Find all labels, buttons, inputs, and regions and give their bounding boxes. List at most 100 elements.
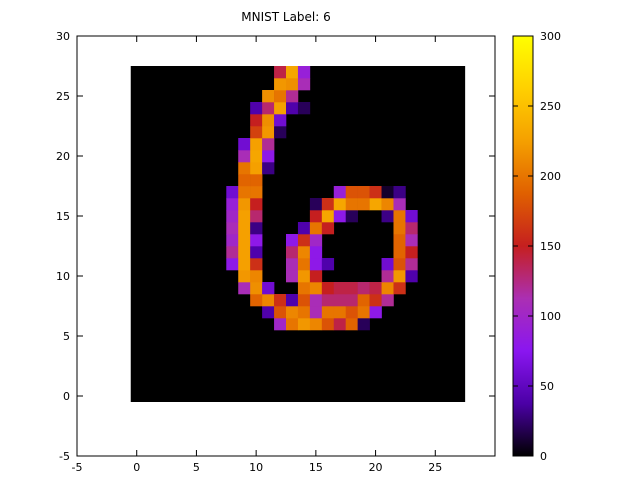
heatmap-cell (262, 126, 275, 139)
heatmap-cell (286, 270, 299, 283)
heatmap-cell (238, 210, 251, 223)
heatmap-cell (250, 222, 263, 235)
heatmap-cell (286, 102, 299, 115)
x-tick-label: 0 (133, 461, 140, 474)
heatmap-cell (321, 318, 335, 331)
heatmap-cell (250, 114, 263, 127)
heatmap-cell (250, 246, 263, 259)
heatmap-cell (238, 270, 251, 283)
heatmap-cell (226, 246, 239, 259)
heatmap-cell (226, 210, 239, 223)
heatmap-cell (333, 306, 347, 319)
heatmap-cell (357, 282, 370, 295)
heatmap-cell (262, 114, 275, 127)
colorbar-tick-label: 0 (540, 450, 547, 463)
heatmap-cell (274, 114, 287, 127)
y-tick-label: 5 (63, 330, 70, 343)
x-tick-label: 10 (249, 461, 263, 474)
heatmap-cell (286, 90, 299, 103)
heatmap-cell (262, 90, 275, 103)
heatmap-cell (369, 294, 382, 307)
heatmap-cell (286, 306, 299, 319)
heatmap-cell (345, 294, 358, 307)
heatmap-cell (286, 246, 299, 259)
heatmap-cell (345, 210, 358, 223)
heatmap-cell (309, 306, 323, 319)
heatmap-cell (369, 186, 382, 199)
heatmap-cell (297, 102, 311, 115)
heatmap-cell (321, 210, 335, 223)
heatmap-cell (250, 126, 263, 139)
heatmap-cell (405, 258, 418, 271)
heatmap-cell (250, 198, 263, 211)
heatmap-cell (333, 282, 347, 295)
heatmap-cell (226, 198, 239, 211)
colorbar-tick-label: 300 (540, 30, 561, 43)
heatmap-cell (238, 246, 251, 259)
heatmap-cell (381, 210, 394, 223)
x-tick-label: -5 (72, 461, 83, 474)
heatmap-cell (262, 282, 275, 295)
heatmap-cell (226, 222, 239, 235)
y-axis: -5 0 5 10 15 20 25 30 (56, 30, 495, 463)
heatmap-cell (262, 138, 275, 151)
heatmap-cell (286, 294, 299, 307)
heatmap-cell (321, 294, 335, 307)
heatmap-cell (369, 306, 382, 319)
y-tick-label: 0 (63, 390, 70, 403)
heatmap-cell (274, 306, 287, 319)
y-tick-label: 25 (56, 90, 70, 103)
heatmap-cell (309, 282, 323, 295)
heatmap-cell (393, 246, 406, 259)
x-tick-label: 15 (309, 461, 323, 474)
heatmap-cell (333, 294, 347, 307)
heatmap-cell (309, 318, 323, 331)
heatmap-cell (238, 138, 251, 151)
heatmap-cell (345, 318, 358, 331)
heatmap-cell (297, 234, 311, 247)
chart-title: MNIST Label: 6 (241, 10, 331, 24)
heatmap-cell (369, 198, 382, 211)
heatmap-cell (345, 282, 358, 295)
heatmap-cell (321, 282, 335, 295)
heatmap-cell (297, 258, 311, 271)
heatmap-cell (381, 258, 394, 271)
heatmap-cell (297, 66, 311, 79)
heatmap-cell (250, 162, 263, 175)
heatmap-cell (345, 198, 358, 211)
heatmap-cell (226, 186, 239, 199)
heatmap-cell (297, 222, 311, 235)
heatmap-cell (262, 150, 275, 163)
heatmap-cell (321, 222, 335, 235)
heatmap-cell (250, 138, 263, 151)
heatmap-cell (238, 162, 251, 175)
heatmap-cell (262, 306, 275, 319)
heatmap-cell (250, 186, 263, 199)
heatmap-cell (238, 234, 251, 247)
heatmap-cell (357, 186, 370, 199)
heatmap-cell (321, 306, 335, 319)
heatmap-cell (405, 222, 418, 235)
colorbar-tick-label: 50 (540, 380, 554, 393)
heatmap-cell (238, 186, 251, 199)
heatmap-cell (321, 198, 335, 211)
heatmap-cell (238, 150, 251, 163)
heatmap-cell (381, 186, 394, 199)
y-tick-label: 15 (56, 210, 70, 223)
heatmap-cell (309, 246, 323, 259)
heatmap-cells (130, 66, 466, 402)
heatmap-cell (333, 318, 347, 331)
heatmap-cell (357, 198, 370, 211)
y-tick-label: 30 (56, 30, 70, 43)
heatmap-cell (250, 102, 263, 115)
heatmap-cell (393, 186, 406, 199)
heatmap-cell (381, 294, 394, 307)
heatmap-cell (238, 282, 251, 295)
plot-frame (76, 35, 496, 457)
colorbar-tick-label: 200 (540, 170, 561, 183)
heatmap-cell (405, 270, 418, 283)
heatmap-cell (309, 294, 323, 307)
x-tick-label: 20 (369, 461, 383, 474)
heatmap-cell (309, 210, 323, 223)
